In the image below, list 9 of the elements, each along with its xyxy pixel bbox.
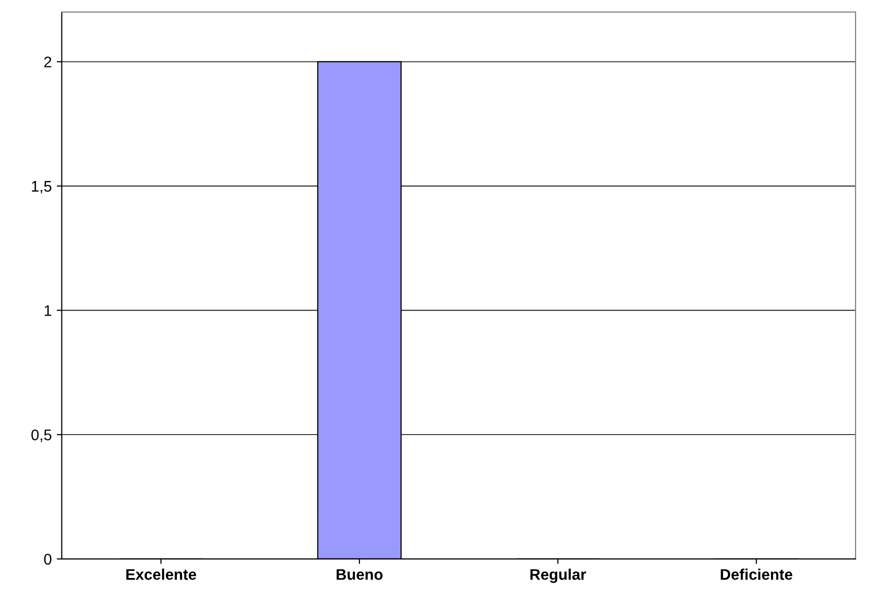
- y-tick-label: 2: [44, 56, 52, 68]
- x-tick-label: Deficiente: [720, 568, 792, 580]
- x-tick-label: Bueno: [336, 569, 383, 580]
- y-tick-label: 1: [44, 305, 52, 316]
- y-tick-label: 0,5: [31, 430, 52, 442]
- x-tick-label: Excelente: [126, 568, 196, 580]
- y-tick-label: 0: [44, 554, 52, 565]
- x-tick-label: Regular: [530, 568, 586, 583]
- y-tick-label: 1,5: [32, 181, 52, 194]
